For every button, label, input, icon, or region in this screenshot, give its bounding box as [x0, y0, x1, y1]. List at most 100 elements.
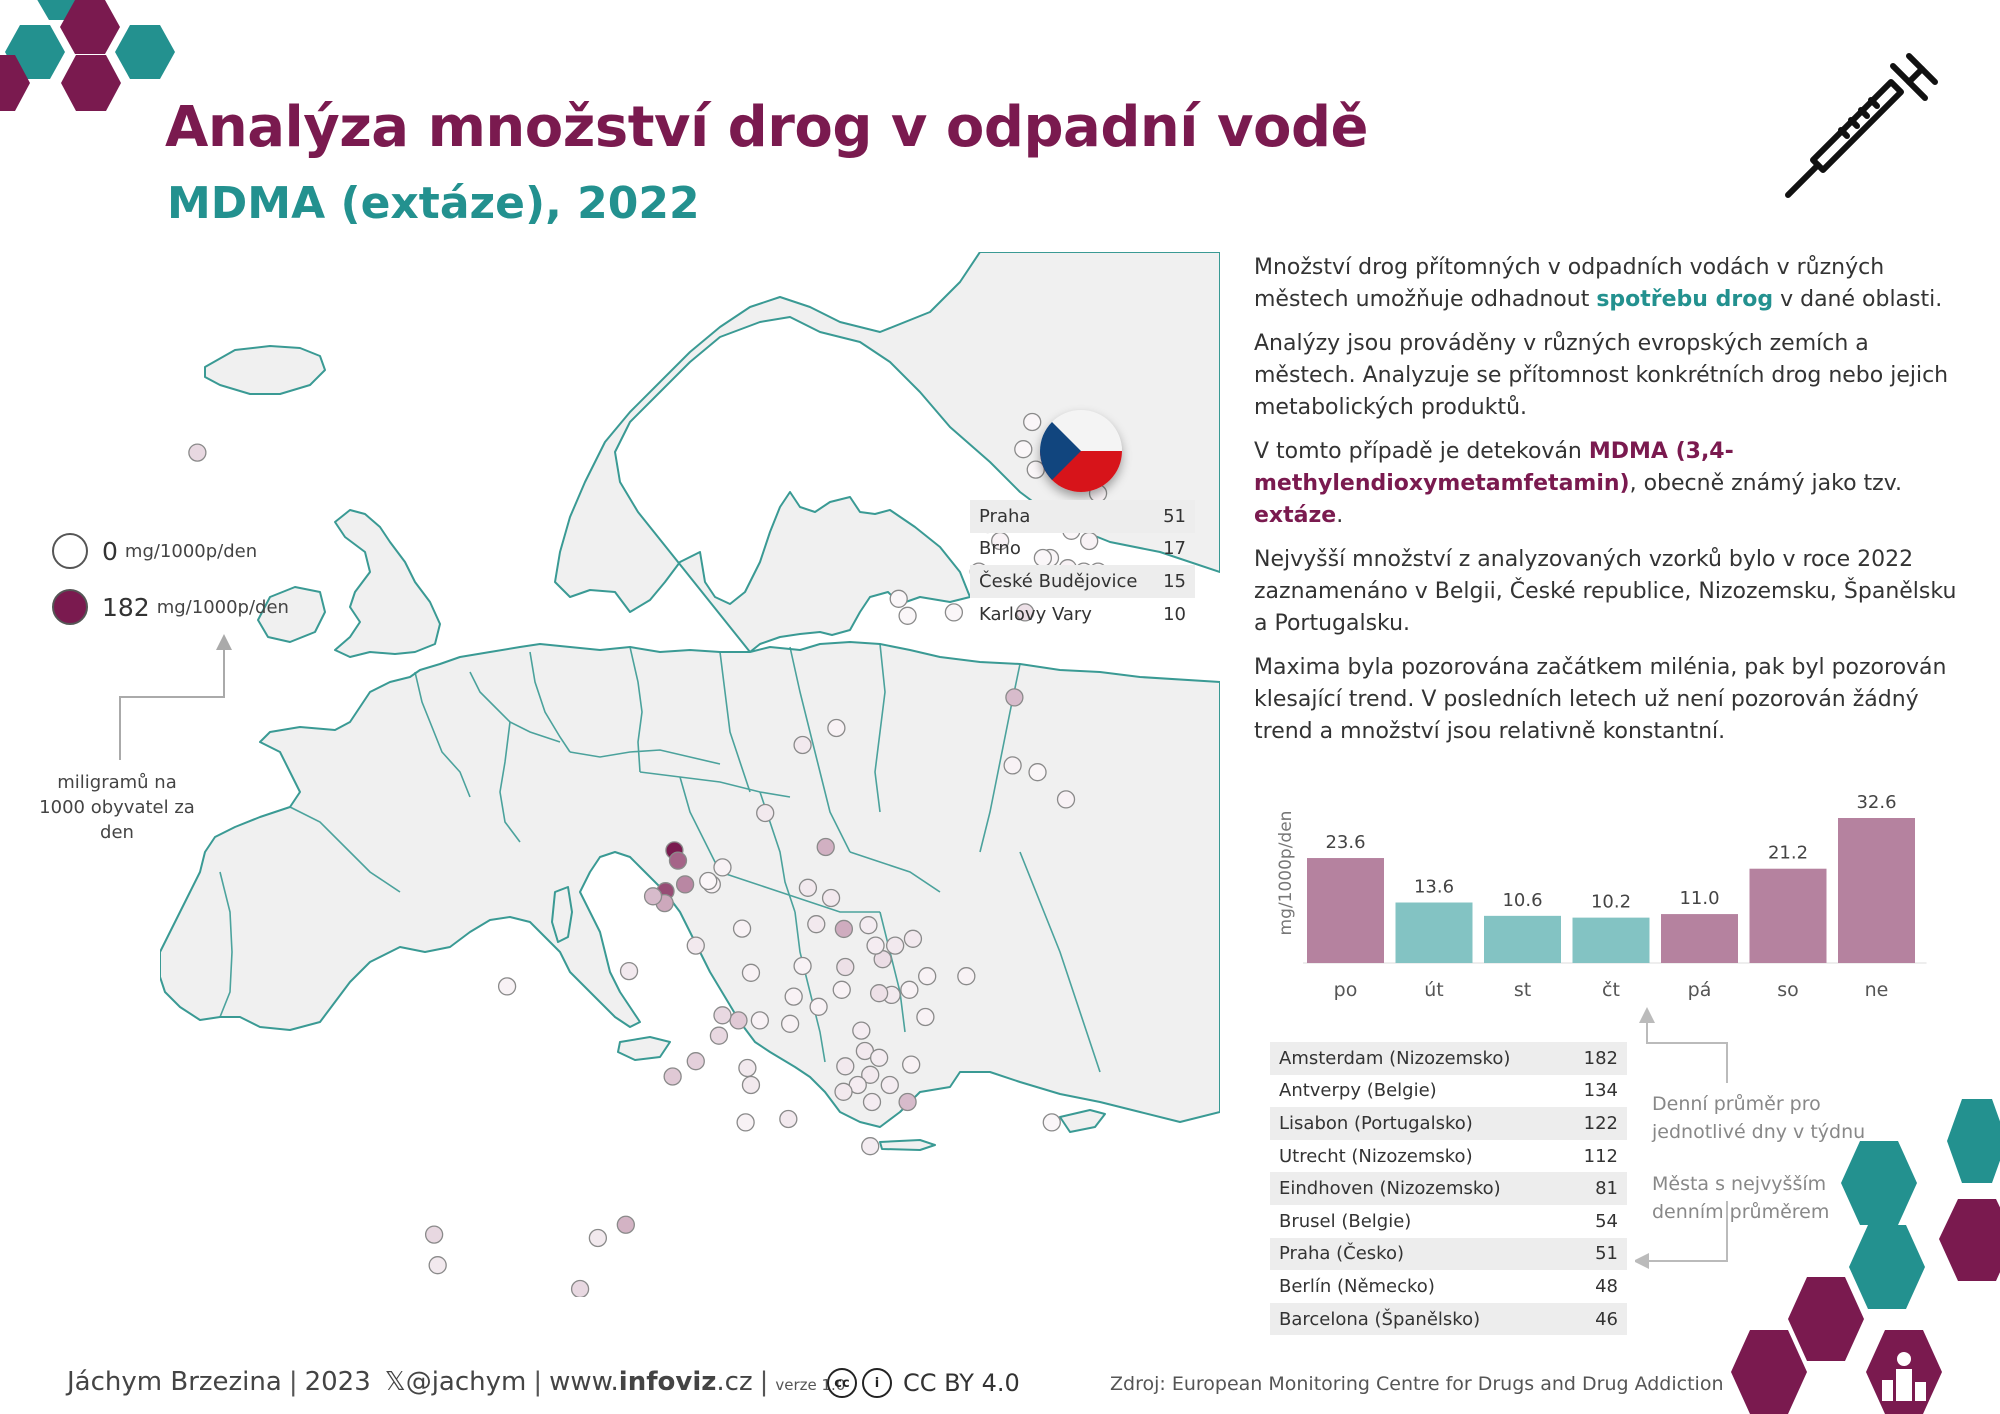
paragraph-1: Množství drog přítomných v odpadních vod…: [1254, 255, 1943, 312]
table-row: Barcelona (Španělsko) 46: [1270, 1302, 1627, 1336]
chart-bar-čt: [1572, 917, 1650, 963]
x-logo-icon: 𝕏: [384, 1367, 406, 1397]
map-city-point: [898, 606, 917, 625]
chart-category-label: ne: [1865, 979, 1889, 1001]
chart-category-label: po: [1334, 979, 1358, 1001]
map-city-point: [738, 1058, 757, 1078]
map-city-point: [862, 1092, 882, 1112]
legend-min-unit: mg/1000p/den: [124, 540, 258, 562]
map-city-point: [869, 1048, 889, 1067]
table-row: Karlovy Vary 10: [979, 603, 1186, 625]
map-city-point: [497, 977, 517, 996]
iceland-shape: [204, 345, 326, 395]
paragraph-5: Maxima byla pozorována začátkem milénia,…: [1254, 655, 1947, 744]
legend-arrow: [119, 634, 232, 760]
chart-value-label: 21.2: [1768, 843, 1808, 864]
map-city-point: [807, 915, 826, 934]
description-text: Množství drog přítomných v odpadních vod…: [1254, 252, 1969, 760]
paragraph-4: Nejvyšší množství z analyzovaných vzorků…: [1254, 547, 1957, 636]
map-city-point: [686, 936, 705, 955]
map-city-point: [816, 837, 835, 857]
data-source: Zdroj: European Monitoring Centre for Dr…: [1110, 1373, 1724, 1395]
map-city-point: [827, 718, 846, 738]
czech-flag-icon: [1040, 410, 1122, 492]
map-city-point: [616, 1215, 635, 1234]
attribution-icon: i: [862, 1368, 892, 1398]
map-city-point: [916, 1007, 935, 1027]
chart-bar-st: [1484, 915, 1561, 963]
map-city-point: [1014, 440, 1033, 459]
table-row: Brusel (Belgie) 54: [1279, 1210, 1618, 1232]
table-row: Praha 51: [970, 500, 1195, 533]
legend-max-circle: [52, 589, 88, 625]
chart-bar-ne: [1838, 818, 1915, 963]
infoviz-logo-icon: [1731, 1099, 2000, 1414]
chart-category-label: út: [1424, 979, 1444, 1001]
map-city-point: [686, 1052, 705, 1071]
map-city-point: [861, 1065, 880, 1084]
table-row: Eindhoven (Nizozemsko) 81: [1270, 1172, 1627, 1205]
footer-author: Jáchym Brzezina: [67, 1367, 282, 1397]
map-city-point: [188, 443, 207, 462]
map-city-point: [729, 1011, 748, 1030]
map-city-point: [918, 967, 937, 986]
great-britain-shape: [334, 509, 441, 658]
chart-value-label: 10.6: [1502, 890, 1542, 911]
map-city-point: [944, 603, 964, 622]
license-text: CC BY 4.0: [903, 1369, 1020, 1397]
map-city-point: [779, 1109, 798, 1129]
map-city-point: [756, 803, 775, 823]
map-city-point: [869, 984, 889, 1003]
map-city-point: [675, 875, 695, 894]
cyprus-shape: [1059, 1109, 1106, 1133]
map-city-point: [780, 1014, 800, 1033]
map-city-point: [798, 878, 818, 897]
top-cities-table: Amsterdam (Nizozemsko) 182 Antverpy (Belg…: [1270, 1042, 1627, 1336]
table-row: Brno 17: [979, 538, 1186, 560]
page-subtitle: MDMA (extáze), 2022: [167, 178, 700, 229]
map-city-point: [741, 963, 761, 982]
sicily-shape: [617, 1036, 671, 1061]
hexagon-cluster-icon: [0, 0, 175, 111]
sardinia-shape: [551, 886, 573, 943]
map-city-point: [889, 589, 908, 608]
table-row: Antverpy (Belgie) 134: [1279, 1080, 1618, 1102]
footer-site[interactable]: www.infoviz.cz: [549, 1367, 753, 1397]
map-city-point: [424, 1225, 444, 1244]
scandinavia-shape: [554, 252, 1220, 653]
map-city-point: [732, 919, 752, 938]
map-city-point: [668, 851, 688, 870]
paragraph-3: V tomto případě je detekován MDMA (3,4-m…: [1254, 439, 1903, 528]
map-city-point: [570, 1279, 590, 1297]
map-city-point: [821, 888, 841, 908]
map-city-point: [1015, 603, 1035, 622]
license-badge: cc i CC BY 4.0: [827, 1368, 1020, 1398]
legend-min-circle: [52, 533, 88, 569]
map-city-point: [834, 1082, 853, 1101]
chart-bar-pá: [1661, 914, 1738, 963]
page-title: Analýza množství drog v odpadní vodě: [165, 95, 1369, 160]
chart-value-label: 11.0: [1679, 888, 1719, 909]
map-city-point: [619, 961, 639, 981]
map-city-point: [713, 858, 732, 877]
table-row: České Budějovice 15: [970, 565, 1195, 598]
chart-value-label: 13.6: [1414, 877, 1454, 898]
syringe-icon: [1785, 53, 1938, 198]
map-city-point: [900, 980, 919, 999]
map-city-point: [1003, 756, 1022, 775]
map-city-point: [885, 936, 905, 955]
map-city-point: [709, 1026, 729, 1045]
map-city-point: [836, 957, 855, 977]
footer-year: 2023: [304, 1367, 371, 1397]
legend-note: miligramů na 1000 obyvatel za den: [39, 772, 195, 843]
paragraph-2: Analýzy jsou prováděny v různých evropsk…: [1254, 331, 1949, 420]
map-city-point: [902, 1055, 921, 1074]
map-city-point: [836, 1057, 855, 1076]
footer-handle: @jachym: [405, 1367, 527, 1397]
note-top-cities: Města s nejvyšším denním průměrem: [1652, 1173, 1830, 1223]
table-row: Praha (Česko) 51: [1270, 1237, 1627, 1271]
table-row: Utrecht (Nizozemsko) 112: [1279, 1145, 1618, 1167]
ireland-shape: [257, 586, 326, 643]
chart-category-label: so: [1777, 979, 1799, 1001]
legend-min: 0 mg/1000p/den: [52, 533, 257, 569]
